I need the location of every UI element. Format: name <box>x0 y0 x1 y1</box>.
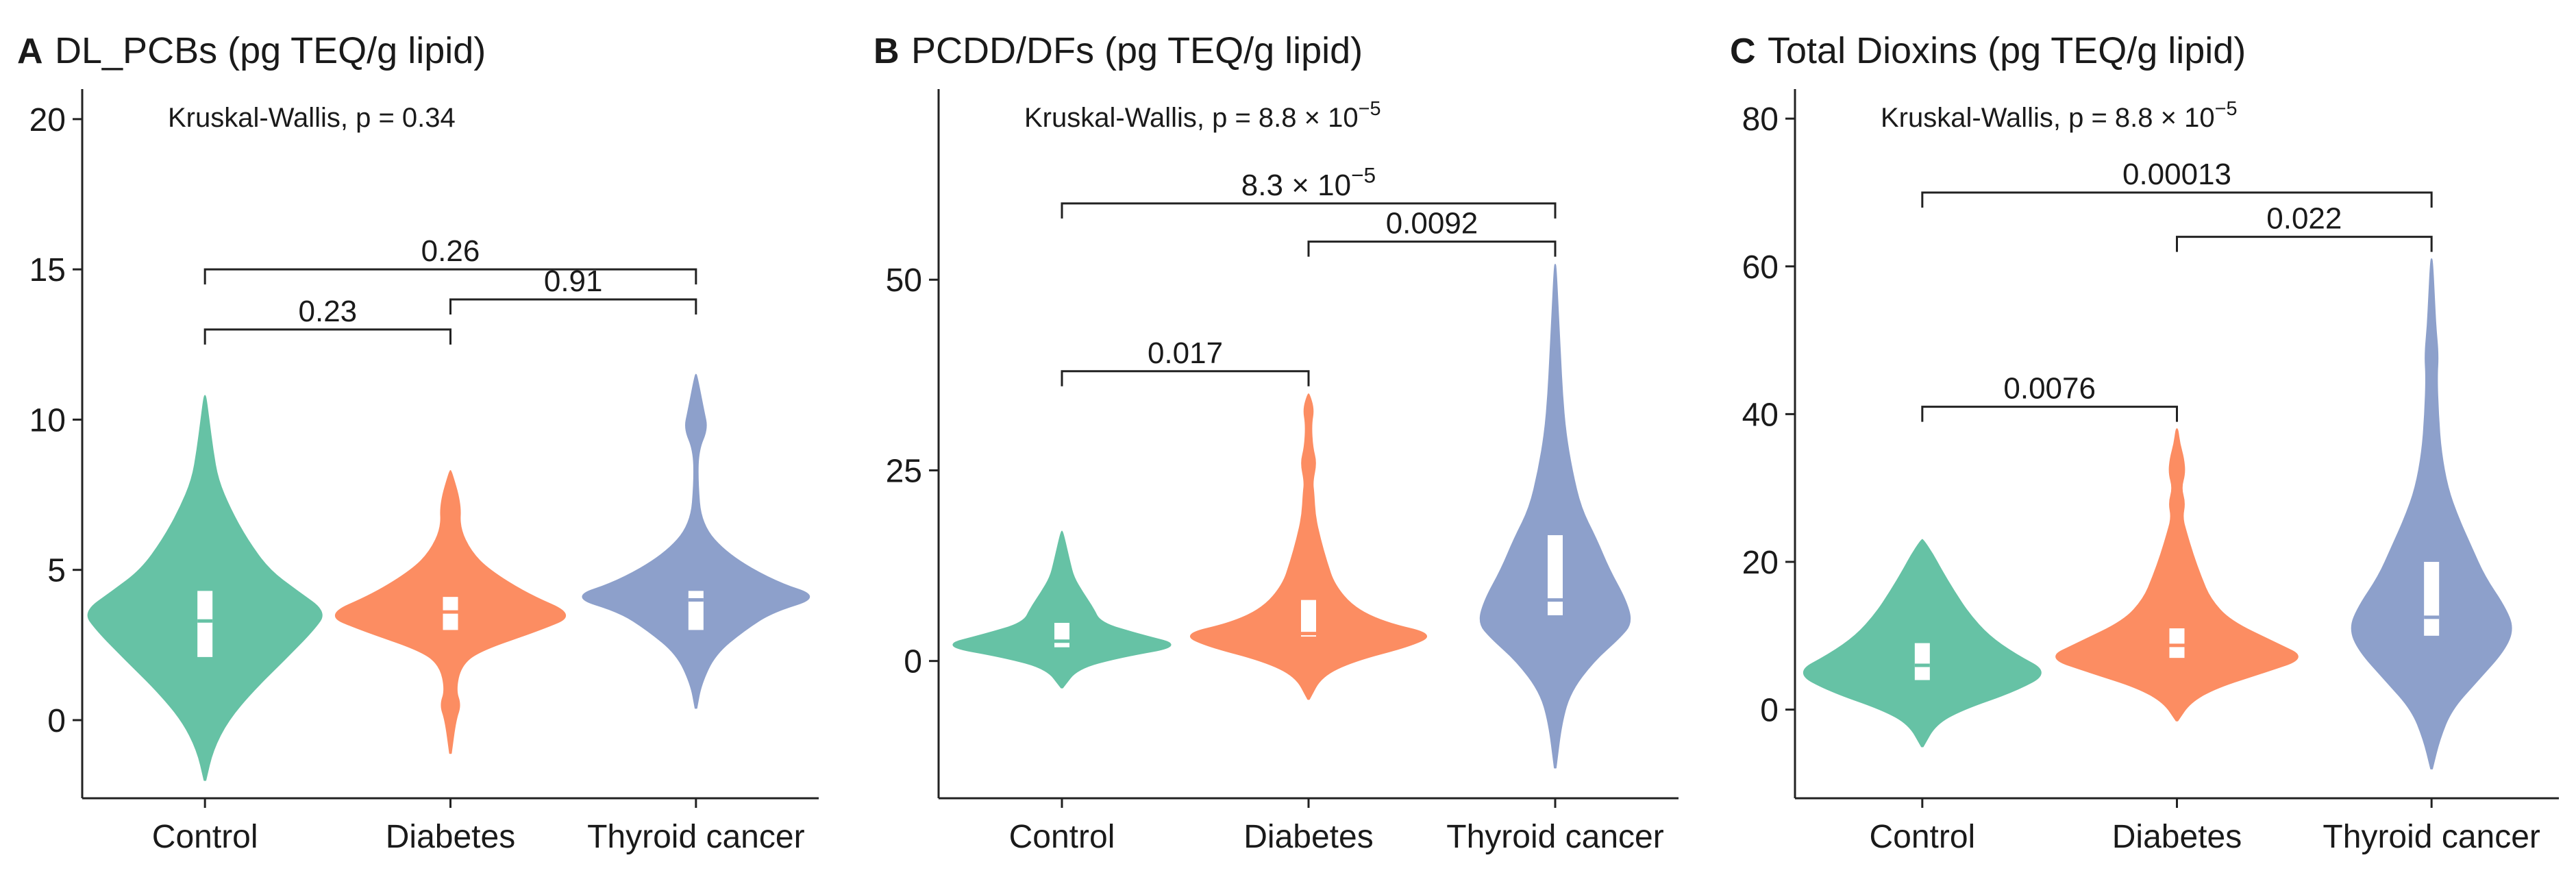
box-iqr <box>1054 623 1069 648</box>
box-iqr <box>688 591 704 630</box>
comparison-p-value: 0.022 <box>2266 202 2342 236</box>
comparison-p-value: 0.0076 <box>2003 372 2096 406</box>
box-iqr <box>2424 562 2440 636</box>
panel-letter: B <box>874 32 900 71</box>
y-tick-label: 20 <box>1742 545 1779 581</box>
kruskal-wallis-label-exponent: −5 <box>2215 98 2238 120</box>
x-tick-label: Diabetes <box>2112 819 2242 855</box>
comparison-bracket <box>1307 241 1557 257</box>
comparison-p-value-base: 0.0076 <box>2003 372 2096 406</box>
panel-title: PCDD/DFs (pg TEQ/g lipid) <box>911 30 1363 71</box>
comparison-bracket <box>1061 370 1310 386</box>
kruskal-wallis-label-exponent: −5 <box>1359 98 1381 120</box>
comparison-p-value-base: 0.017 <box>1148 336 1223 370</box>
comparison-bracket <box>1921 406 2178 422</box>
box-iqr <box>2169 628 2185 658</box>
violin-control <box>1803 539 2042 748</box>
violin-thyroid-cancer <box>2351 258 2512 769</box>
y-tick-label: 40 <box>1742 397 1779 433</box>
comparison-bracket <box>203 328 451 345</box>
y-tick-label: 0 <box>47 703 66 739</box>
y-tick-label: 60 <box>1742 249 1779 286</box>
x-tick-label: Control <box>152 819 258 855</box>
panel-letter: C <box>1730 32 1756 71</box>
x-tick-label: Diabetes <box>386 819 515 855</box>
violin-control <box>87 395 323 781</box>
panel-a: A DL_PCBs (pg TEQ/g lipid) 0 5 10 15 20 Control… <box>17 30 819 855</box>
comparison-p-value-base: 0.0092 <box>1386 207 1478 241</box>
kruskal-wallis-label-base: Kruskal-Wallis, p = 8.8 × 10 <box>1881 103 2215 133</box>
comparison-bracket <box>449 298 697 315</box>
kruskal-wallis-label-base: Kruskal-Wallis, p = 8.8 × 10 <box>1024 103 1359 133</box>
comparison-p-value: 0.017 <box>1148 336 1223 370</box>
comparison-p-value-base: 0.022 <box>2266 202 2342 236</box>
y-tick-label: 15 <box>29 252 66 288</box>
y-tick-label: 0 <box>1760 693 1779 729</box>
kruskal-wallis-label-base: Kruskal-Wallis, p = 0.34 <box>168 103 456 133</box>
box-iqr <box>197 591 213 657</box>
y-tick-label: 5 <box>47 553 66 589</box>
x-tick-label: Control <box>1009 819 1115 855</box>
kruskal-wallis-label: Kruskal-Wallis, p = 8.8 × 10−5 <box>1024 98 1380 133</box>
comparison-p-value: 0.00013 <box>2122 158 2231 191</box>
box-iqr <box>1548 535 1563 615</box>
comparison-bracket <box>203 268 697 285</box>
comparison-p-value-base: 0.26 <box>421 234 480 268</box>
comparison-p-value: 8.3 × 10−5 <box>1241 162 1376 201</box>
box-iqr <box>1914 643 1930 680</box>
x-tick-label: Control <box>1869 819 1975 855</box>
comparison-bracket <box>2176 236 2433 252</box>
x-tick-label: Thyroid cancer <box>1446 819 1663 855</box>
violin-diabetes <box>1190 393 1427 700</box>
violin-thyroid-cancer <box>1479 263 1631 769</box>
panel-letter: A <box>17 32 43 71</box>
comparison-p-value: 0.26 <box>421 234 480 268</box>
violin-control <box>952 530 1172 689</box>
y-tick-label: 0 <box>904 644 922 680</box>
comparison-p-value-base: 0.23 <box>299 295 358 328</box>
violin-diabetes <box>2055 428 2299 722</box>
x-tick-label: Thyroid cancer <box>2323 819 2540 855</box>
kruskal-wallis-label: Kruskal-Wallis, p = 0.34 <box>168 103 456 133</box>
y-tick-label: 10 <box>29 402 66 439</box>
comparison-p-value: 0.0092 <box>1386 207 1478 241</box>
panel-c: C Total Dioxins (pg TEQ/g lipid) 0 20 40 60 80… <box>1730 30 2559 855</box>
comparison-p-value: 0.23 <box>299 295 358 328</box>
y-tick-label: 20 <box>29 102 66 138</box>
comparison-p-value-base: 0.00013 <box>2122 158 2231 191</box>
panel-title: Total Dioxins (pg TEQ/g lipid) <box>1768 30 2246 71</box>
box-iqr <box>1301 600 1316 637</box>
comparison-p-value-base: 8.3 × 10 <box>1241 169 1351 202</box>
comparison-bracket <box>1921 191 2433 208</box>
panel-b: B PCDD/DFs (pg TEQ/g lipid) 0 25 50 Control Di… <box>874 30 1679 855</box>
panel-title: DL_PCBs (pg TEQ/g lipid) <box>55 30 486 71</box>
kruskal-wallis-label: Kruskal-Wallis, p = 8.8 × 10−5 <box>1881 98 2237 133</box>
x-tick-label: Thyroid cancer <box>587 819 804 855</box>
violin-thyroid-cancer <box>582 373 810 709</box>
comparison-bracket <box>1061 202 1557 219</box>
comparison-p-value-exponent: −5 <box>1351 162 1376 187</box>
y-tick-label: 50 <box>886 262 922 299</box>
y-tick-label: 80 <box>1742 101 1779 138</box>
x-tick-label: Diabetes <box>1243 819 1373 855</box>
y-tick-label: 25 <box>886 453 922 489</box>
